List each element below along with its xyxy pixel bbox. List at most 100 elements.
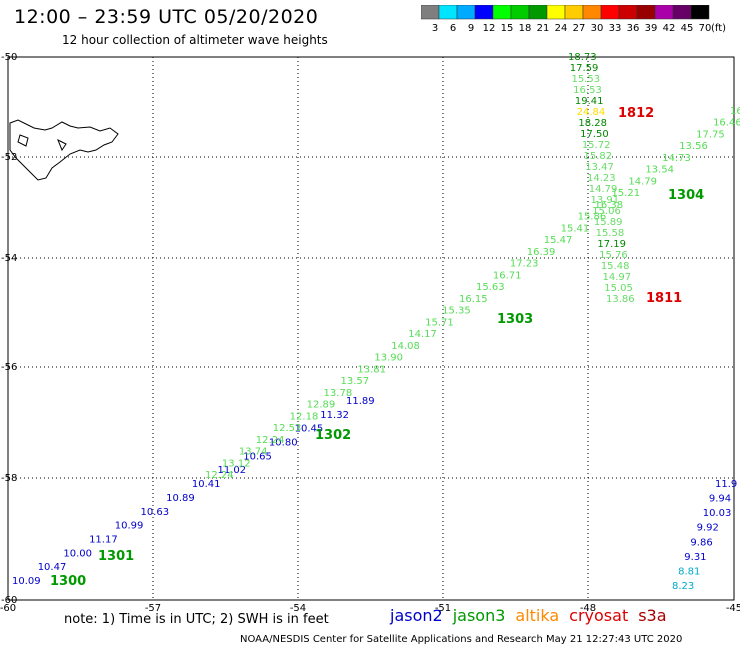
swh-value-s3a: 15.72 — [582, 140, 611, 151]
map-title: 12:00 – 23:59 UTC 05/20/2020 — [14, 6, 319, 28]
swh-value-s3a: 15.48 — [601, 261, 630, 272]
swh-value-jason3: 16.38 — [595, 200, 624, 211]
swh-value-jason3: 16.71 — [493, 270, 522, 281]
longitude-tick-label: -48 — [580, 603, 596, 614]
satellite-legend-jason2: jason2 — [390, 606, 443, 625]
longitude-tick-label: -54 — [290, 603, 306, 614]
swh-value-s3a: 15.06 — [592, 206, 621, 217]
swh-value-s3a: 15.53 — [571, 74, 600, 85]
swh-value-jason2: 11.9 — [715, 479, 737, 490]
swh-value-jason3: 12.18 — [290, 411, 319, 422]
swh-value-jason2: 9.94 — [709, 494, 731, 505]
swh-value-jason2: 10.47 — [38, 562, 67, 573]
swh-value-s3a: 16.53 — [573, 85, 602, 96]
swh-value-s3a: 13.47 — [585, 162, 614, 173]
swh-value-jason2: 11.32 — [320, 410, 349, 421]
swh-value-jason2: 10.89 — [166, 493, 195, 504]
legend-tick-label: 45 — [681, 23, 694, 34]
swh-value-s3a: 15.89 — [594, 217, 623, 228]
swh-value-s3a: 13.91 — [590, 195, 619, 206]
pass-time-labels: 1300 1301 1302 1303 1304 1811 1812 — [50, 106, 704, 589]
swh-value-jason3: 13.12 — [222, 458, 251, 469]
latitude-tick-label: -58 — [1, 473, 17, 484]
swh-value-jason3: 13.74 — [239, 447, 268, 458]
legend-tick-label: 30 — [591, 23, 604, 34]
latitude-tick-label: -50 — [1, 52, 17, 63]
falkland-islands-coastline — [9, 119, 119, 181]
pass-time-label: 1300 — [50, 574, 86, 589]
swh-value-jason3: 15.63 — [476, 282, 505, 293]
swh-value-jason3: 14.73 — [662, 153, 691, 164]
legend-tick-label: 18 — [519, 23, 532, 34]
swh-value-s3a: 15.76 — [599, 250, 628, 261]
latitude-tick-label: -54 — [1, 253, 17, 264]
satellite-legend-jason3: jason3 — [452, 606, 506, 625]
swh-value-jason2: 10.03 — [703, 508, 732, 519]
swh-value-s3a: 13.86 — [606, 294, 635, 305]
legend-tick-label: 27 — [573, 23, 586, 34]
swh-value-jason3: 16.46 — [713, 118, 740, 129]
legend-tick-label: 42 — [663, 23, 676, 34]
swh-value-jason3: 16.39 — [527, 247, 556, 258]
legend-unit: (ft) — [711, 23, 726, 34]
latitude-tick-label: -52 — [1, 152, 17, 163]
swh-value-jason3: 17.75 — [696, 129, 725, 140]
swh-value-jason3: 15.86 — [578, 212, 607, 223]
satellite-legend-altika: altika — [515, 606, 560, 625]
swh-value-jason3: 16.09 — [730, 106, 740, 117]
swh-value-jason3: 17.23 — [510, 259, 539, 270]
swh-value-jason2: 8.81 — [678, 566, 700, 577]
swh-value-jason2: 10.45 — [295, 424, 324, 435]
swh-value-s3a: 17.50 — [580, 129, 609, 140]
swh-value-jason3: 15.35 — [442, 306, 471, 317]
swh-value-jason2: 8.23 — [672, 581, 694, 592]
pass-time-label: 1303 — [497, 312, 533, 327]
swh-value-jason3: 15.71 — [425, 317, 454, 328]
swh-value-s3a: 19.41 — [575, 96, 604, 107]
graticule — [8, 57, 734, 600]
swh-value-s3a: 14.23 — [587, 173, 616, 184]
swh-value-jason3: 13.54 — [645, 165, 674, 176]
legend-swatch — [690, 5, 710, 20]
legend-tick-label: 6 — [450, 23, 456, 34]
swh-value-jason2: 10.63 — [140, 507, 169, 518]
longitude-tick-label: -51 — [435, 603, 451, 614]
pass-time-label: 1812 — [618, 106, 654, 121]
swh-value-jason3: 13.56 — [679, 141, 708, 152]
legend-tick-label: 33 — [609, 23, 622, 34]
pass-time-label: 1301 — [98, 549, 134, 564]
swh-value-jason2: 10.00 — [63, 548, 92, 559]
swh-value-jason3: 12.89 — [307, 400, 336, 411]
swh-value-jason2: 10.80 — [269, 438, 298, 449]
swh-value-jason2: 10.99 — [115, 521, 144, 532]
credit-line: NOAA/NESDIS Center for Satellite Applica… — [240, 634, 683, 645]
swh-value-jason3: 14.08 — [391, 341, 420, 352]
legend-tick-label: 21 — [537, 23, 550, 34]
latitude-tick-label: -60 — [1, 595, 17, 606]
swh-value-jason3: 14.17 — [408, 329, 437, 340]
swh-value-jason2: 10.09 — [12, 576, 41, 587]
map-frame — [7, 56, 735, 601]
swh-value-jason3: 15.47 — [544, 235, 573, 246]
swh-value-s3a: 17.19 — [597, 239, 626, 250]
swh-value-jason3: 12.53 — [273, 423, 302, 434]
swh-value-s3a: 15.58 — [596, 228, 625, 239]
axis-labels: -60 -57 -54 -51 -48 -45 -50 -52 -54 -56 -58 -60 — [0, 52, 740, 614]
swh-value-s3a: 24.84 — [577, 107, 606, 118]
swh-value-s3a: 14.79 — [589, 184, 618, 195]
swh-value-jason3: 15.41 — [561, 223, 590, 234]
swh-value-s3a: 14.97 — [603, 272, 632, 283]
swh-value-jason2: 10.41 — [192, 479, 221, 490]
legend-tick-label: 36 — [627, 23, 640, 34]
map-subtitle: 12 hour collection of altimeter wave hei… — [62, 33, 328, 47]
swh-value-jason3: 13.81 — [357, 364, 386, 375]
swh-value-jason3: 13.57 — [340, 376, 369, 387]
pass-time-label: 1304 — [668, 188, 704, 203]
swh-value-jason3: 16.15 — [459, 294, 488, 305]
longitude-tick-label: -60 — [0, 603, 16, 614]
swh-value-s3a: 18.73 — [568, 52, 597, 63]
swh-value-jason2: 9.86 — [690, 537, 712, 548]
longitude-tick-label: -57 — [145, 603, 161, 614]
swh-value-jason2: 9.92 — [697, 523, 719, 534]
